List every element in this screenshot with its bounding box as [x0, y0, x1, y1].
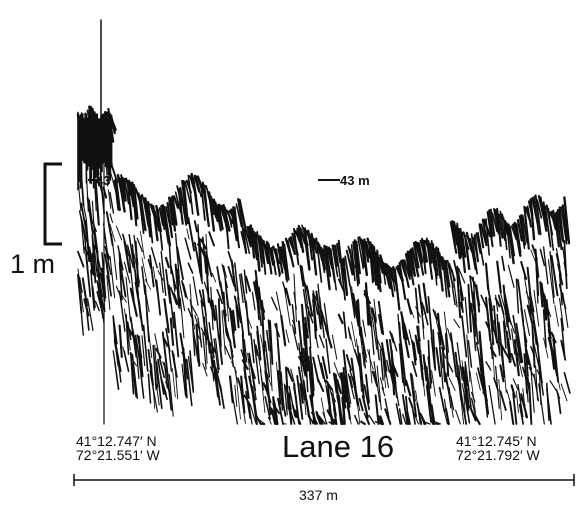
end-coordinates: 41°12.745′ N 72°21.792′ W	[456, 434, 540, 462]
scale-bracket	[43, 162, 62, 246]
end-longitude: 72°21.792′ W	[456, 447, 540, 463]
lane-title: Lane 16	[282, 429, 395, 464]
distance-label: 337 m	[299, 487, 338, 503]
end-latitude: 41°12.745′ N	[456, 433, 537, 449]
echogram-image	[76, 19, 571, 426]
start-longitude: 72°21.551′ W	[76, 447, 160, 463]
scale-bar-label: 1 m	[10, 249, 56, 279]
depth-marker-right: 43 m	[340, 173, 370, 188]
start-latitude: 41°12.747′ N	[76, 433, 157, 449]
depth-marker-left: 43 m	[96, 173, 126, 188]
start-coordinates: 41°12.747′ N 72°21.551′ W	[76, 434, 160, 462]
distance-axis	[73, 474, 575, 486]
